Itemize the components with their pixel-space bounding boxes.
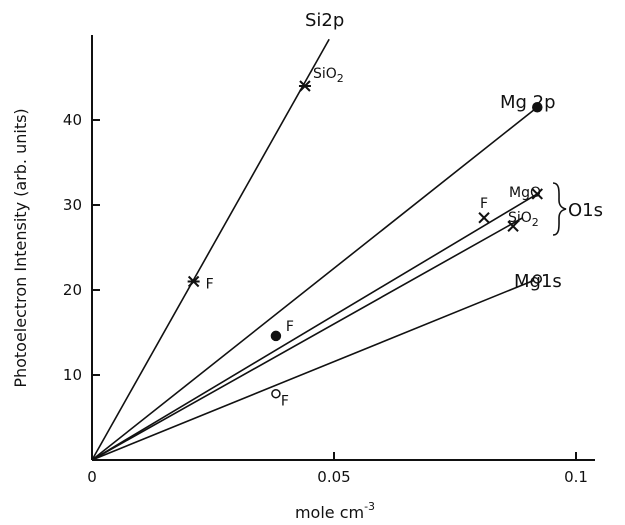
labels: F SiO2 Si2p F Mg 2p F MgO SiO2 F Mg1s xyxy=(206,10,562,410)
point-sio2-0 xyxy=(507,220,519,232)
x-tick-label-0-1: 0.1 xyxy=(564,468,588,486)
point-mgo-1 xyxy=(531,188,543,200)
o1s-brace xyxy=(552,182,567,236)
point-mg1s-1 xyxy=(532,274,543,284)
series-line-mg-2p xyxy=(91,106,538,461)
series-lines xyxy=(91,38,538,461)
point-mg1s-0 xyxy=(271,388,281,399)
series-line-si2p xyxy=(91,38,330,461)
y-tick-label-40: 40 xyxy=(63,111,82,129)
point-label-mg1s-f: F xyxy=(281,394,289,410)
series-label-si2p: Si2p xyxy=(305,10,344,31)
point-label-mg-2p-f: F xyxy=(286,319,294,335)
point-mgo-0 xyxy=(478,212,490,224)
x-tick-label-0: 0 xyxy=(87,468,97,486)
point-mg-2p-1 xyxy=(532,102,543,113)
series-label-sio2: SiO2 xyxy=(508,210,539,229)
series-line-mgo xyxy=(91,193,538,461)
markers xyxy=(187,80,543,399)
x-axis-label: mole cm-3 xyxy=(295,500,375,522)
point-label-mgo-f: F xyxy=(480,196,488,212)
point-label-si2p-sio2: SiO2 xyxy=(313,66,344,85)
y-axis-label: Photoelectron Intensity (arb. units) xyxy=(11,108,30,387)
series-label-mg-2p: Mg 2p xyxy=(500,92,556,113)
point-mg-2p-0 xyxy=(270,330,282,342)
series-line-mg1s xyxy=(91,278,538,461)
x-tick-label-0-05: 0.05 xyxy=(317,468,350,486)
y-tick-label-30: 30 xyxy=(63,196,82,214)
axes xyxy=(91,35,595,461)
x-axis-label-superscript: -3 xyxy=(364,500,375,513)
y-tick-label-10: 10 xyxy=(63,366,82,384)
point-si2p-0 xyxy=(187,275,200,288)
series-line-sio2 xyxy=(91,217,524,461)
y-tick-label-20: 20 xyxy=(63,281,82,299)
series-label-mgo: MgO xyxy=(509,185,541,201)
point-label-si2p-f: F xyxy=(206,277,214,293)
o1s-label: O1s xyxy=(568,200,603,221)
series-label-mg1s: Mg1s xyxy=(514,271,562,292)
point-si2p-1 xyxy=(298,80,311,92)
ticks: 0 0.05 0.1 10 20 30 40 xyxy=(63,111,588,486)
